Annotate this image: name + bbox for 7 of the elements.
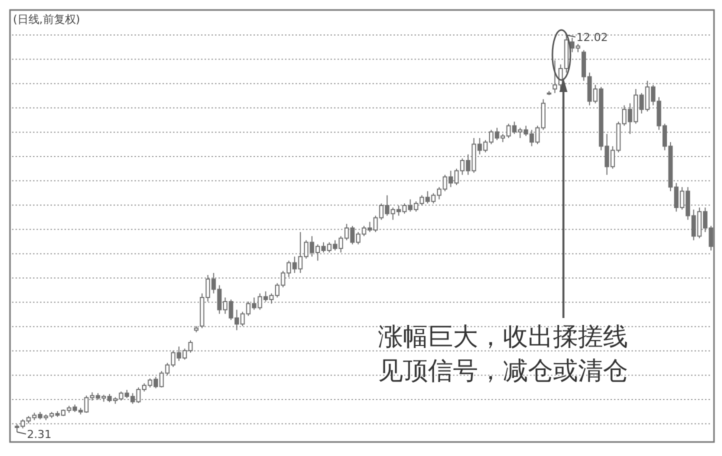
annotation: 见顶信号，减仓或清仓 [378, 356, 628, 385]
annotation: 涨幅巨大，收出揉搓线 [378, 322, 628, 351]
annotation: 2.31 [16, 428, 52, 441]
annotation: 2.31 [27, 428, 52, 441]
annotation: 12.02 [576, 31, 608, 44]
annotation: 12.02 [566, 31, 608, 44]
chart-title: (日线,前复权) [13, 13, 80, 26]
